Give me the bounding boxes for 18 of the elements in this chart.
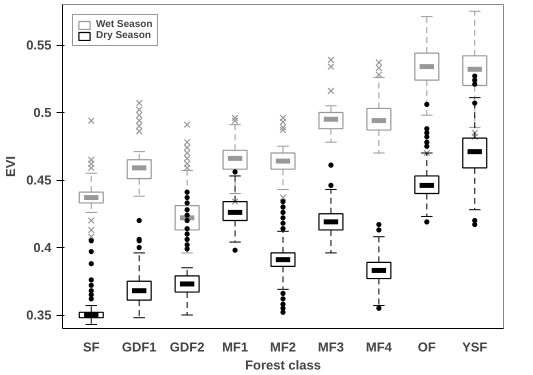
- y-tick-label: 0.5: [33, 105, 52, 120]
- y-tick-label: 0.45: [26, 172, 52, 188]
- y-tick-label: 0.55: [26, 38, 52, 52]
- x-tick-label: SF: [82, 340, 100, 354]
- x-axis-title: Forest class: [245, 358, 321, 372]
- x-tick-label: MF2: [270, 340, 296, 354]
- legend-label: Dry Season: [96, 30, 152, 41]
- x-tick-label: OF: [418, 340, 436, 354]
- x-tick-label: GDF1: [122, 340, 157, 354]
- y-axis-title: EVI: [3, 156, 18, 177]
- x-tick-label: MF1: [222, 340, 248, 354]
- x-tick-label: GDF2: [170, 340, 204, 354]
- legend-label: Wet Season: [96, 19, 152, 30]
- y-tick-label: 0.4: [33, 240, 52, 255]
- x-tick-label: YSF: [462, 340, 488, 354]
- x-tick-label: MF3: [318, 340, 344, 354]
- y-tick-label: 0.35: [26, 308, 52, 322]
- x-tick-label: MF4: [366, 340, 393, 354]
